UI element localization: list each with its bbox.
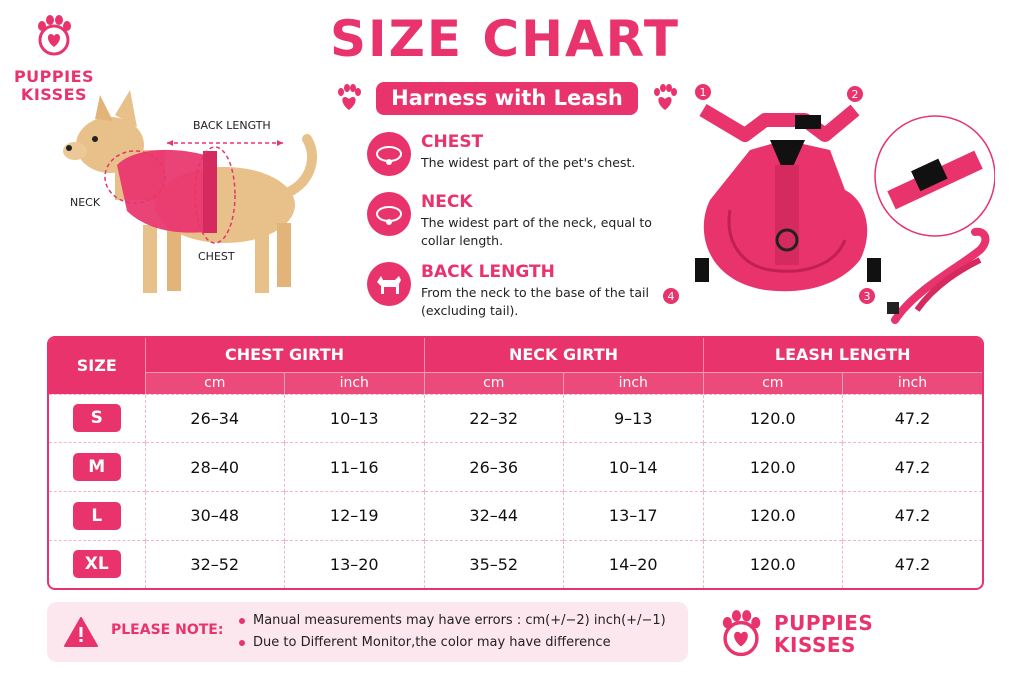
table-cell: 10–13 [284, 393, 424, 443]
size-cell: S [49, 393, 145, 443]
table-cell: 120.0 [702, 442, 843, 492]
size-column-header: SIZE [49, 338, 145, 394]
table-row: L 30–48 12–19 32–44 13–17 120.0 47.2 [49, 490, 982, 541]
size-table: SIZE CHEST GIRTH NECK GIRTH LEASH LENGTH… [47, 336, 984, 590]
size-badge: XL [72, 550, 121, 579]
unit-header: inch [284, 371, 424, 394]
chest-label: CHEST [198, 250, 235, 263]
brand-logo-top: PUPPIES KISSES [6, 14, 102, 104]
size-cell: M [49, 442, 145, 492]
measurement-desc: From the neck to the base of the tail (e… [421, 285, 649, 318]
measurement-chest: CHEST The widest part of the pet's chest… [367, 132, 657, 182]
table-cell: 13–17 [563, 490, 703, 541]
table-cell: 12–19 [284, 490, 424, 541]
brand-name-line2: KISSES [774, 633, 856, 657]
table-cell: 10–14 [563, 442, 703, 492]
dog-measurement-illustration: BACK LENGTH NECK CHEST [55, 85, 345, 315]
unit-header: inch [563, 371, 703, 394]
table-cell: 13–20 [284, 539, 424, 588]
table-header-row: SIZE CHEST GIRTH NECK GIRTH LEASH LENGTH [49, 338, 982, 394]
table-row: XL 32–52 13–20 35–52 14–20 120.0 47.2 [49, 539, 982, 588]
measurement-desc: The widest part of the pet's chest. [421, 155, 636, 170]
svg-text:2: 2 [852, 88, 859, 101]
collar-icon [367, 192, 411, 236]
table-row: M 28–40 11–16 26–36 10–14 120.0 47.2 [49, 442, 982, 492]
table-cell: 30–48 [144, 490, 285, 541]
svg-text:3: 3 [864, 290, 871, 303]
measurement-title: CHEST [421, 132, 484, 152]
size-cell: XL [49, 539, 145, 588]
table-row: S 26–34 10–13 22–32 9–13 120.0 47.2 [49, 393, 982, 443]
back-length-label: BACK LENGTH [193, 119, 271, 132]
brand-name: PUPPIES KISSES [774, 612, 873, 656]
harness-product-illustration: 1 2 3 4 [655, 80, 996, 325]
measurement-back-length: BACK LENGTH From the neck to the base of… [367, 262, 657, 322]
note-label: PLEASE NOTE: [111, 622, 224, 638]
note-text: Manual measurements may have errors : cm… [253, 613, 666, 628]
bullet-icon [239, 639, 245, 646]
unit-header: cm [144, 371, 285, 394]
paw-heart-icon [654, 84, 677, 110]
unit-header: inch [842, 371, 982, 394]
brand-logo-bottom: PUPPIES KISSES [716, 606, 896, 662]
unit-header: cm [423, 371, 564, 394]
table-cell: 35–52 [423, 539, 564, 588]
warning-icon [64, 617, 98, 647]
bullet-icon [239, 617, 245, 624]
note-text: Due to Different Monitor,the color may h… [253, 635, 611, 650]
svg-text:4: 4 [668, 290, 675, 303]
table-cell: 32–44 [423, 490, 564, 541]
unit-header: cm [702, 371, 843, 394]
table-unit-row: cm inch cm inch cm inch [49, 371, 982, 394]
paw-heart-icon [38, 15, 71, 56]
brand-name-line2: KISSES [20, 85, 88, 104]
paw-heart-icon [722, 610, 761, 657]
table-cell: 26–36 [423, 442, 564, 492]
brand-name-line1: PUPPIES [774, 611, 874, 635]
measurement-neck: NECK The widest part of the neck, equal … [367, 192, 657, 252]
table-cell: 47.2 [842, 442, 982, 492]
table-cell: 9–13 [563, 393, 703, 443]
table-cell: 22–32 [423, 393, 564, 443]
table-cell: 47.2 [842, 393, 982, 443]
table-cell: 28–40 [144, 442, 285, 492]
note-line: Manual measurements may have errors : cm… [239, 613, 666, 628]
table-cell: 11–16 [284, 442, 424, 492]
table-cell: 120.0 [702, 393, 843, 443]
measurement-desc: The widest part of the neck, equal to co… [421, 215, 652, 248]
table-cell: 26–34 [144, 393, 285, 443]
dog-silhouette-icon [367, 262, 411, 306]
collar-icon [367, 132, 411, 176]
size-badge: M [72, 453, 121, 482]
table-cell: 47.2 [842, 490, 982, 541]
measurement-title: BACK LENGTH [421, 262, 555, 282]
neck-girth-header: NECK GIRTH [423, 338, 703, 372]
table-cell: 47.2 [842, 539, 982, 588]
neck-label: NECK [70, 196, 101, 209]
brand-name-line1: PUPPIES [13, 67, 95, 86]
table-cell: 32–52 [144, 539, 285, 588]
svg-text:1: 1 [700, 86, 707, 99]
measurement-title: NECK [421, 192, 473, 212]
paw-heart-icon [338, 84, 361, 110]
size-cell: L [49, 490, 145, 541]
note-box: PLEASE NOTE: Manual measurements may hav… [47, 602, 688, 662]
size-badge: L [72, 501, 121, 530]
table-cell: 120.0 [702, 490, 843, 541]
dog-photo [63, 90, 318, 293]
page-title: SIZE CHART [329, 10, 681, 68]
size-badge: S [72, 404, 121, 433]
chest-girth-header: CHEST GIRTH [144, 338, 424, 372]
note-line: Due to Different Monitor,the color may h… [239, 635, 611, 650]
table-cell: 120.0 [702, 539, 843, 588]
subtitle-banner: Harness with Leash [376, 82, 638, 115]
leash-length-header: LEASH LENGTH [702, 338, 982, 372]
harness-photo: 1 2 3 4 [663, 84, 996, 324]
table-cell: 14–20 [563, 539, 703, 588]
